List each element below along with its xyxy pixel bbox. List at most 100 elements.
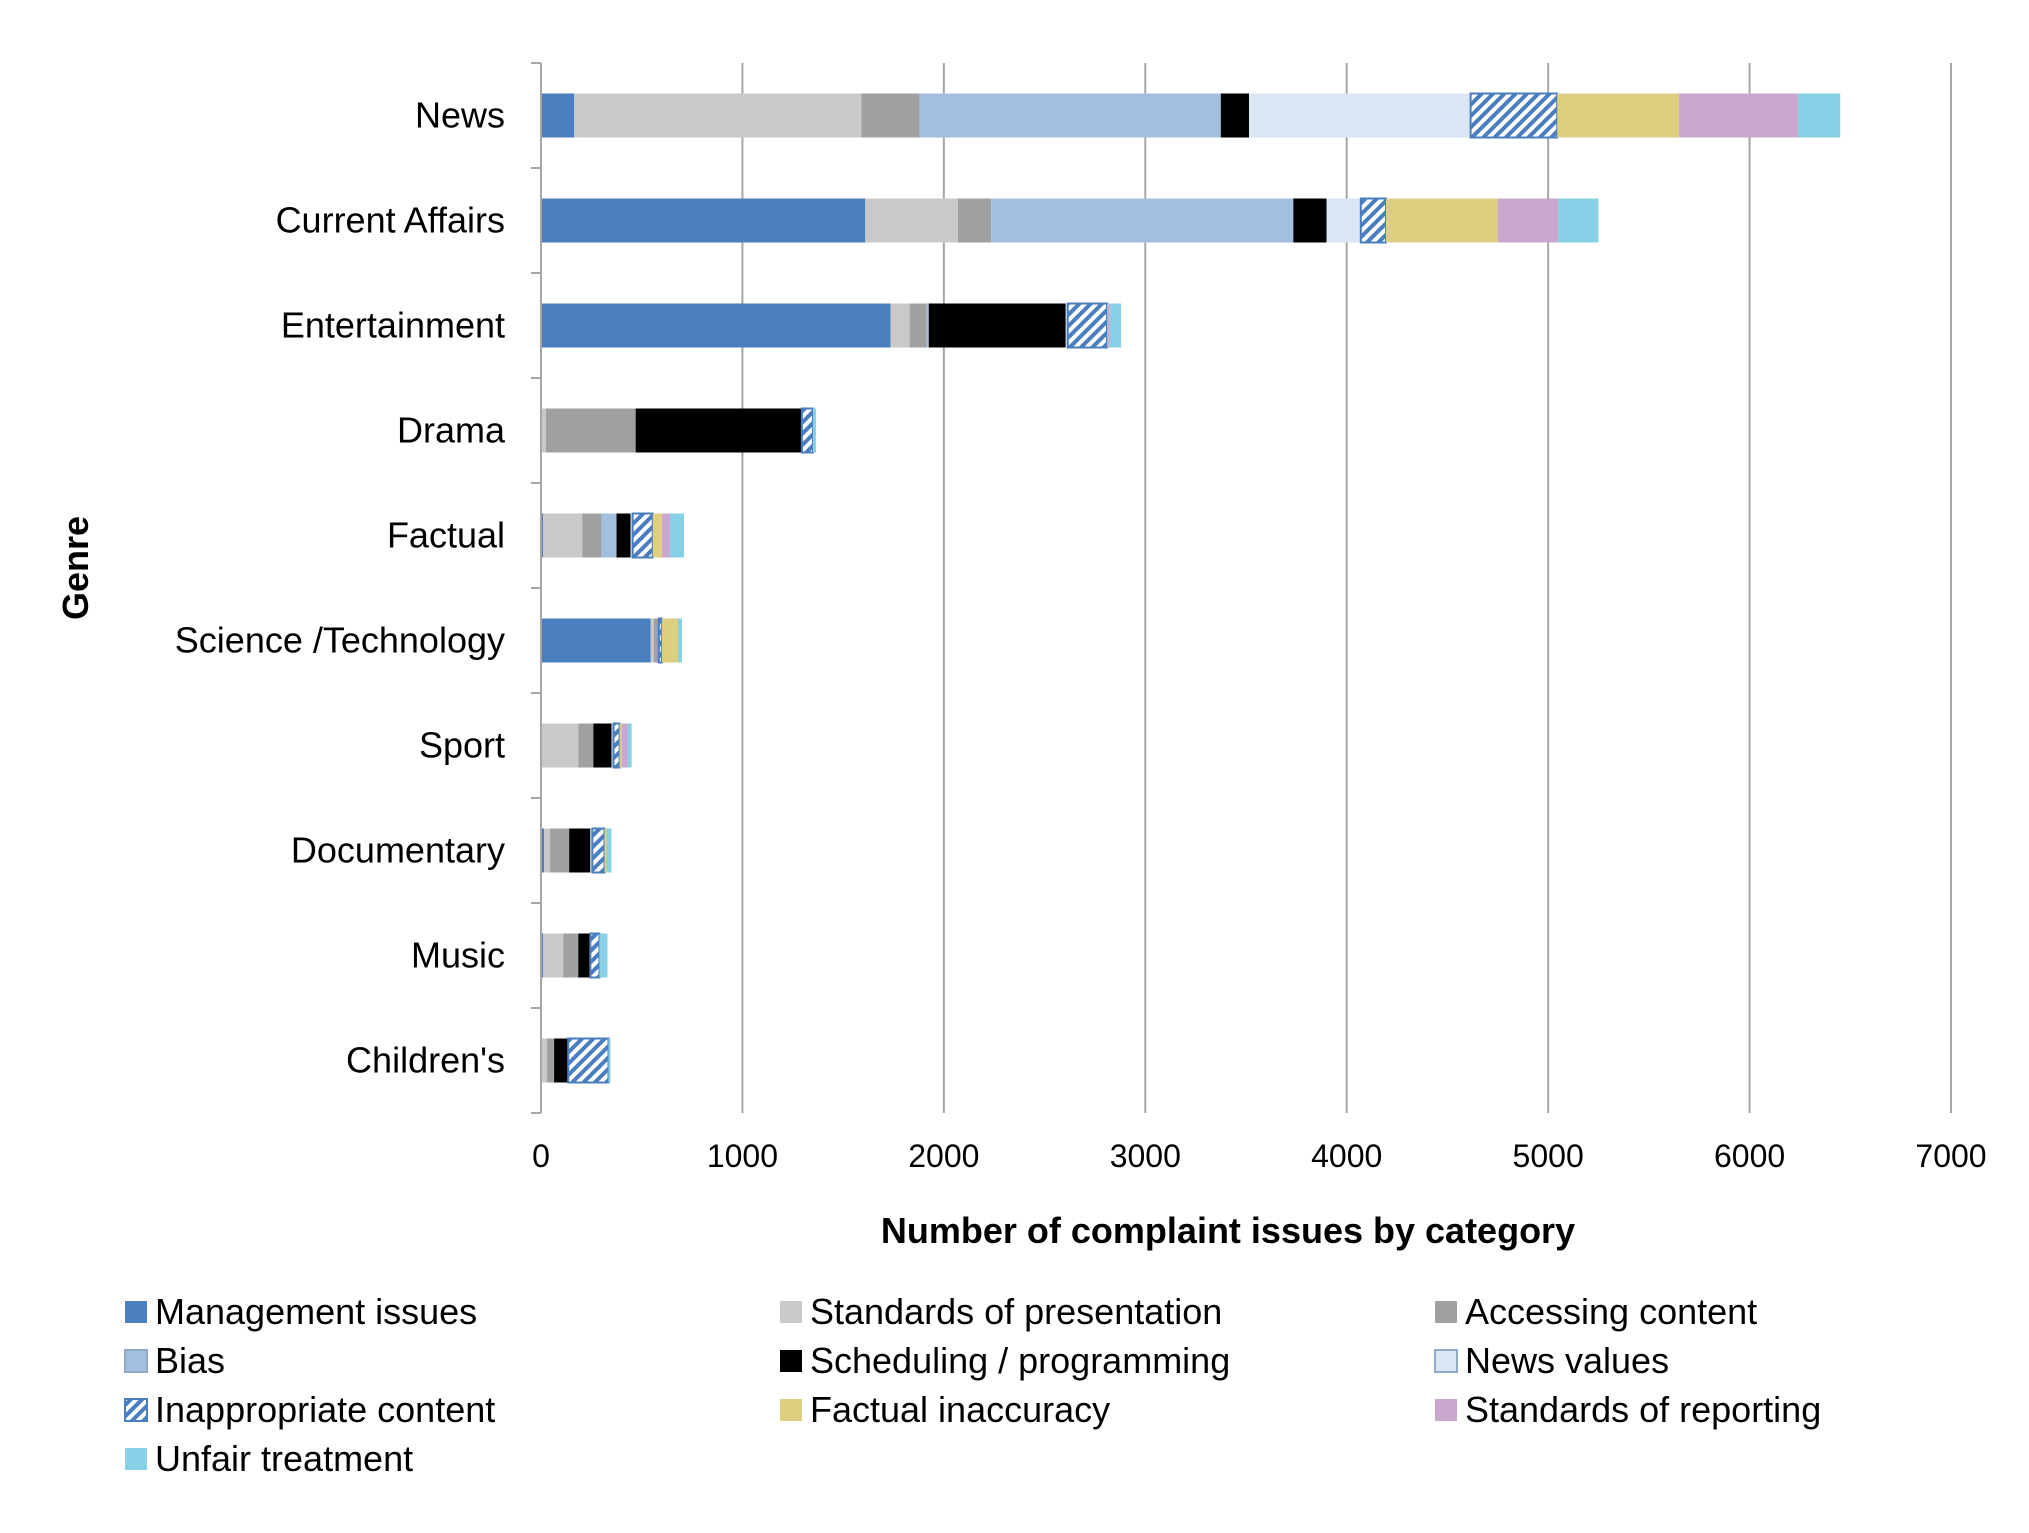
legend-swatch xyxy=(1434,1349,1458,1373)
bar-segment xyxy=(604,828,607,873)
axes: 0 1000 2000 3000 4000 5000 6000 7000 News Current… xyxy=(175,62,1987,1174)
legend-label: Standards of presentation xyxy=(810,1291,1222,1332)
bar-segment xyxy=(1107,303,1110,348)
bar-segment xyxy=(657,617,663,664)
bar-segment xyxy=(590,828,593,873)
bar-segment xyxy=(630,513,633,558)
category-label: Current Affairs xyxy=(276,200,505,241)
legend-label: Scheduling / programming xyxy=(810,1340,1230,1381)
bar-segment xyxy=(1326,198,1361,243)
legend-swatch xyxy=(1435,1301,1457,1323)
legend-swatch xyxy=(124,1398,148,1422)
bar-segment xyxy=(578,723,594,768)
x-tick-label: 5000 xyxy=(1513,1138,1584,1174)
bar-segment xyxy=(800,407,814,454)
bar-segment xyxy=(650,618,654,663)
bar-segment xyxy=(861,93,920,138)
bar-segment xyxy=(541,723,579,768)
bar-segment xyxy=(582,513,602,558)
category-label: Entertainment xyxy=(281,305,505,346)
bar-segment xyxy=(544,828,551,873)
bar-segment xyxy=(541,408,547,453)
legend-label: Unfair treatment xyxy=(155,1438,413,1479)
bar-segment xyxy=(1497,198,1559,243)
bar-segment xyxy=(616,513,631,558)
bar-segment xyxy=(550,828,570,873)
bar-segment xyxy=(541,198,866,243)
bar-segment xyxy=(591,827,606,874)
bar-segment xyxy=(574,93,862,138)
bar-segment xyxy=(601,513,617,558)
bar-segment xyxy=(546,408,636,453)
y-axis-title: Genre xyxy=(55,516,96,620)
bar-segment xyxy=(926,303,929,348)
bar-segment xyxy=(547,1038,555,1083)
bar-segment xyxy=(865,198,958,243)
bar-segment xyxy=(608,1038,611,1083)
legend-swatch xyxy=(125,1448,147,1470)
bar-segment xyxy=(635,408,802,453)
legend-swatch xyxy=(124,1349,148,1373)
legend-swatch xyxy=(125,1301,147,1323)
bar-segment xyxy=(593,723,612,768)
bar-segment xyxy=(541,93,575,138)
bar-segment xyxy=(919,93,1221,138)
x-tick-label: 2000 xyxy=(908,1138,979,1174)
legend: Management issues Standards of presentati… xyxy=(124,1291,1821,1479)
bar-segment xyxy=(1679,93,1798,138)
bar-segment xyxy=(612,722,621,769)
bar-segment xyxy=(541,933,544,978)
bar-segment xyxy=(567,1037,610,1084)
category-label: Documentary xyxy=(291,830,505,871)
category-label: Music xyxy=(411,935,505,976)
x-tick-label: 6000 xyxy=(1714,1138,1785,1174)
legend-swatch xyxy=(780,1301,802,1323)
x-tick-label: 3000 xyxy=(1110,1138,1181,1174)
x-axis-title: Number of complaint issues by category xyxy=(881,1210,1575,1251)
bar-segment xyxy=(928,303,1066,348)
bar-segment xyxy=(957,198,992,243)
category-label: Sport xyxy=(419,725,505,766)
category-label: News xyxy=(415,95,505,136)
legend-label: Bias xyxy=(155,1340,225,1381)
legend-swatch xyxy=(780,1350,802,1372)
category-label: Factual xyxy=(387,515,505,556)
bar-segment xyxy=(541,1038,548,1083)
bar-segment xyxy=(661,618,678,663)
bar-segment xyxy=(606,828,612,873)
bar-segment xyxy=(1109,303,1122,348)
bar-segment xyxy=(541,618,651,663)
bar-segment xyxy=(627,723,632,768)
bar-segment xyxy=(1359,197,1387,244)
bar-segment xyxy=(669,513,685,558)
legend-label: News values xyxy=(1465,1340,1669,1381)
bar-segment xyxy=(554,1038,569,1083)
bar-segment xyxy=(621,723,628,768)
category-label: Children's xyxy=(346,1040,505,1081)
bar-segment xyxy=(619,723,622,768)
bar-segment xyxy=(677,618,682,663)
legend-label: Management issues xyxy=(155,1291,477,1332)
bar-segment xyxy=(1385,198,1498,243)
bar-segment xyxy=(1797,93,1841,138)
category-label: Science /Technology xyxy=(175,620,505,661)
bar-segment xyxy=(909,303,927,348)
bar-segment xyxy=(812,408,816,453)
bar-segment xyxy=(541,303,891,348)
bar-segment xyxy=(589,932,601,979)
bar-segment xyxy=(543,933,564,978)
bar-segment xyxy=(1220,93,1250,138)
bar-segment xyxy=(661,513,670,558)
bar-segment xyxy=(1066,302,1109,349)
bar-segment xyxy=(563,933,579,978)
bar-segment xyxy=(890,303,910,348)
x-tick-label: 1000 xyxy=(707,1138,778,1174)
legend-label: Accessing content xyxy=(1465,1291,1757,1332)
bar-segment xyxy=(541,828,545,873)
bar-segment xyxy=(1249,93,1471,138)
bars xyxy=(541,92,1841,1084)
legend-swatch xyxy=(1435,1399,1457,1421)
bar-segment xyxy=(541,513,544,558)
